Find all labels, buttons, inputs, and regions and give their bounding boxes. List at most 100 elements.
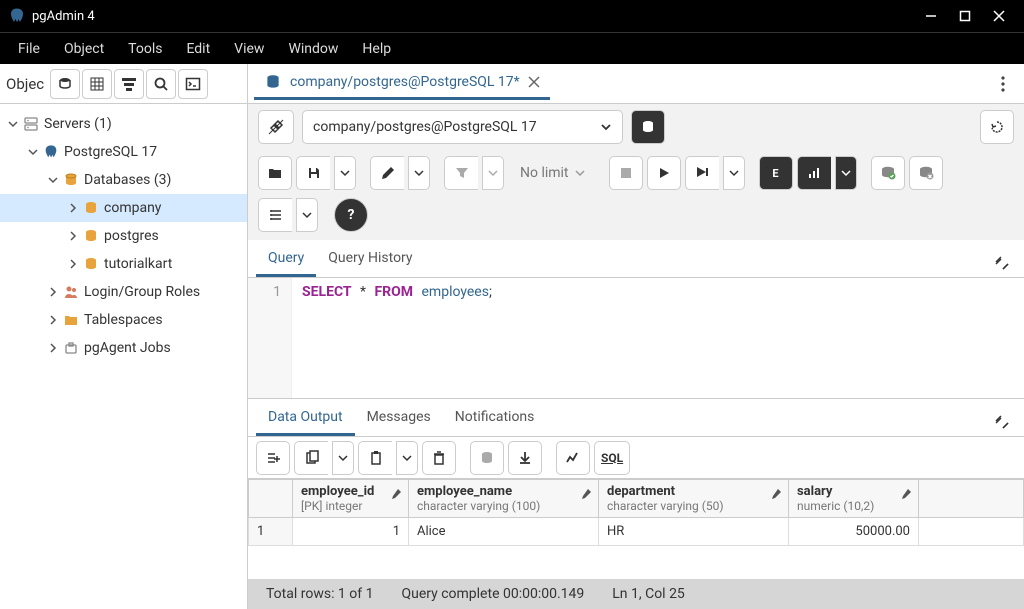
sql-view-button[interactable]: SQL xyxy=(594,441,630,475)
macros-dropdown-button[interactable] xyxy=(296,198,318,232)
pencil-icon[interactable] xyxy=(770,488,782,500)
grid-row[interactable]: 1 1 Alice HR 50000.00 xyxy=(249,518,1024,546)
edit-button[interactable] xyxy=(370,156,404,190)
open-file-button[interactable] xyxy=(258,156,292,190)
graph-button[interactable] xyxy=(797,156,831,190)
rollback-button[interactable] xyxy=(909,156,943,190)
connection-status-button[interactable] xyxy=(258,110,294,144)
menu-view[interactable]: View xyxy=(224,37,274,61)
tree-db-tutorialkart[interactable]: tutorialkart xyxy=(0,250,247,278)
folder-icon xyxy=(62,311,80,329)
save-results-button[interactable] xyxy=(470,441,504,475)
menu-object[interactable]: Object xyxy=(54,37,114,61)
limit-selector[interactable]: No limit xyxy=(508,156,591,190)
tree-tablespaces[interactable]: Tablespaces xyxy=(0,306,247,334)
chevron-right-icon xyxy=(46,313,60,327)
execute-button[interactable] xyxy=(647,156,681,190)
cell-department[interactable]: HR xyxy=(599,518,789,546)
results-grid[interactable]: employee_id [PK] integer employee_name c… xyxy=(248,479,1024,546)
query-history-tab[interactable]: Query History xyxy=(316,242,424,277)
save-dropdown-button[interactable] xyxy=(334,156,356,190)
cell-employee-name[interactable]: Alice xyxy=(409,518,599,546)
sql-table: employees xyxy=(422,284,489,300)
cell-employee-id[interactable]: 1 xyxy=(293,518,409,546)
pencil-icon[interactable] xyxy=(900,488,912,500)
db-tree-icon-button[interactable] xyxy=(50,69,80,99)
notifications-tab[interactable]: Notifications xyxy=(443,401,547,436)
tree-login-roles[interactable]: Login/Group Roles xyxy=(0,278,247,306)
macros-button[interactable] xyxy=(258,198,292,232)
object-explorer-toolbar: Objec xyxy=(0,64,247,104)
more-options-button[interactable] xyxy=(988,69,1018,99)
sql-editor[interactable]: 1 SELECT * FROM employees; xyxy=(248,278,1024,398)
data-output-tab[interactable]: Data Output xyxy=(256,401,355,436)
chevron-right-icon xyxy=(46,285,60,299)
tree-label: Login/Group Roles xyxy=(84,284,200,300)
search-icon-button[interactable] xyxy=(146,69,176,99)
menu-help[interactable]: Help xyxy=(352,37,401,61)
tree-db-postgres[interactable]: postgres xyxy=(0,222,247,250)
pencil-icon[interactable] xyxy=(390,488,402,500)
output-toolbar: SQL xyxy=(248,437,1024,479)
delete-row-button[interactable] xyxy=(422,441,456,475)
menu-edit[interactable]: Edit xyxy=(176,37,220,61)
expand-output-icon[interactable] xyxy=(994,414,1016,436)
menu-window[interactable]: Window xyxy=(278,37,348,61)
menu-tools[interactable]: Tools xyxy=(118,37,172,61)
commit-button[interactable] xyxy=(871,156,905,190)
servers-icon xyxy=(22,115,40,133)
active-db-button[interactable] xyxy=(631,110,665,144)
database-icon xyxy=(82,199,100,217)
reset-layout-button[interactable] xyxy=(980,110,1014,144)
col-department[interactable]: department character varying (50) xyxy=(599,480,789,518)
explain-dropdown-button[interactable] xyxy=(723,156,745,190)
col-salary[interactable]: salary numeric (10,2) xyxy=(789,480,919,518)
col-employee-name[interactable]: employee_name character varying (100) xyxy=(409,480,599,518)
explain-analyze-button[interactable]: E xyxy=(759,156,793,190)
tree-pgagent[interactable]: pgAgent Jobs xyxy=(0,334,247,362)
status-time: Query complete 00:00:00.149 xyxy=(401,586,584,602)
tree-label: postgres xyxy=(104,228,159,244)
filter-dropdown-button[interactable] xyxy=(482,156,504,190)
minimize-button[interactable] xyxy=(924,9,938,23)
grid-icon-button[interactable] xyxy=(82,69,112,99)
close-button[interactable] xyxy=(992,9,1006,23)
tree-label: pgAgent Jobs xyxy=(84,340,171,356)
paste-button[interactable] xyxy=(358,441,392,475)
tree-db-company[interactable]: company xyxy=(0,194,247,222)
terminal-icon-button[interactable] xyxy=(178,69,208,99)
query-tabs: Query Query History xyxy=(248,240,1024,278)
help-button[interactable]: ? xyxy=(334,198,368,232)
menu-file[interactable]: File xyxy=(8,37,50,61)
pencil-icon[interactable] xyxy=(580,488,592,500)
tree-server-postgresql[interactable]: PostgreSQL 17 xyxy=(0,138,247,166)
tree-servers[interactable]: Servers (1) xyxy=(0,110,247,138)
add-row-button[interactable] xyxy=(256,441,290,475)
connection-selector[interactable]: company/postgres@PostgreSQL 17 xyxy=(302,110,623,144)
tree-databases[interactable]: Databases (3) xyxy=(0,166,247,194)
editor-tab-company[interactable]: company/postgres@PostgreSQL 17* xyxy=(254,67,550,100)
explain-button[interactable] xyxy=(685,156,719,190)
chevron-down-icon xyxy=(600,121,612,133)
messages-tab[interactable]: Messages xyxy=(355,401,443,436)
save-file-button[interactable] xyxy=(296,156,330,190)
paste-dropdown-button[interactable] xyxy=(396,441,418,475)
copy-dropdown-button[interactable] xyxy=(332,441,354,475)
app-icon xyxy=(8,7,26,25)
stop-button[interactable] xyxy=(609,156,643,190)
filter-button[interactable] xyxy=(444,156,478,190)
cell-salary[interactable]: 50000.00 xyxy=(789,518,919,546)
download-button[interactable] xyxy=(508,441,542,475)
graph-dropdown-button[interactable] xyxy=(835,156,857,190)
filter-icon-button[interactable] xyxy=(114,69,144,99)
graph-visualizer-button[interactable] xyxy=(556,441,590,475)
query-tab[interactable]: Query xyxy=(256,242,316,277)
editor-content: company/postgres@PostgreSQL 17* company/… xyxy=(248,64,1024,609)
expand-editor-icon[interactable] xyxy=(994,255,1016,277)
close-tab-icon[interactable] xyxy=(528,76,540,88)
kw-from: FROM xyxy=(375,284,414,300)
maximize-button[interactable] xyxy=(958,9,972,23)
edit-dropdown-button[interactable] xyxy=(408,156,430,190)
col-employee-id[interactable]: employee_id [PK] integer xyxy=(293,480,409,518)
copy-button[interactable] xyxy=(294,441,328,475)
